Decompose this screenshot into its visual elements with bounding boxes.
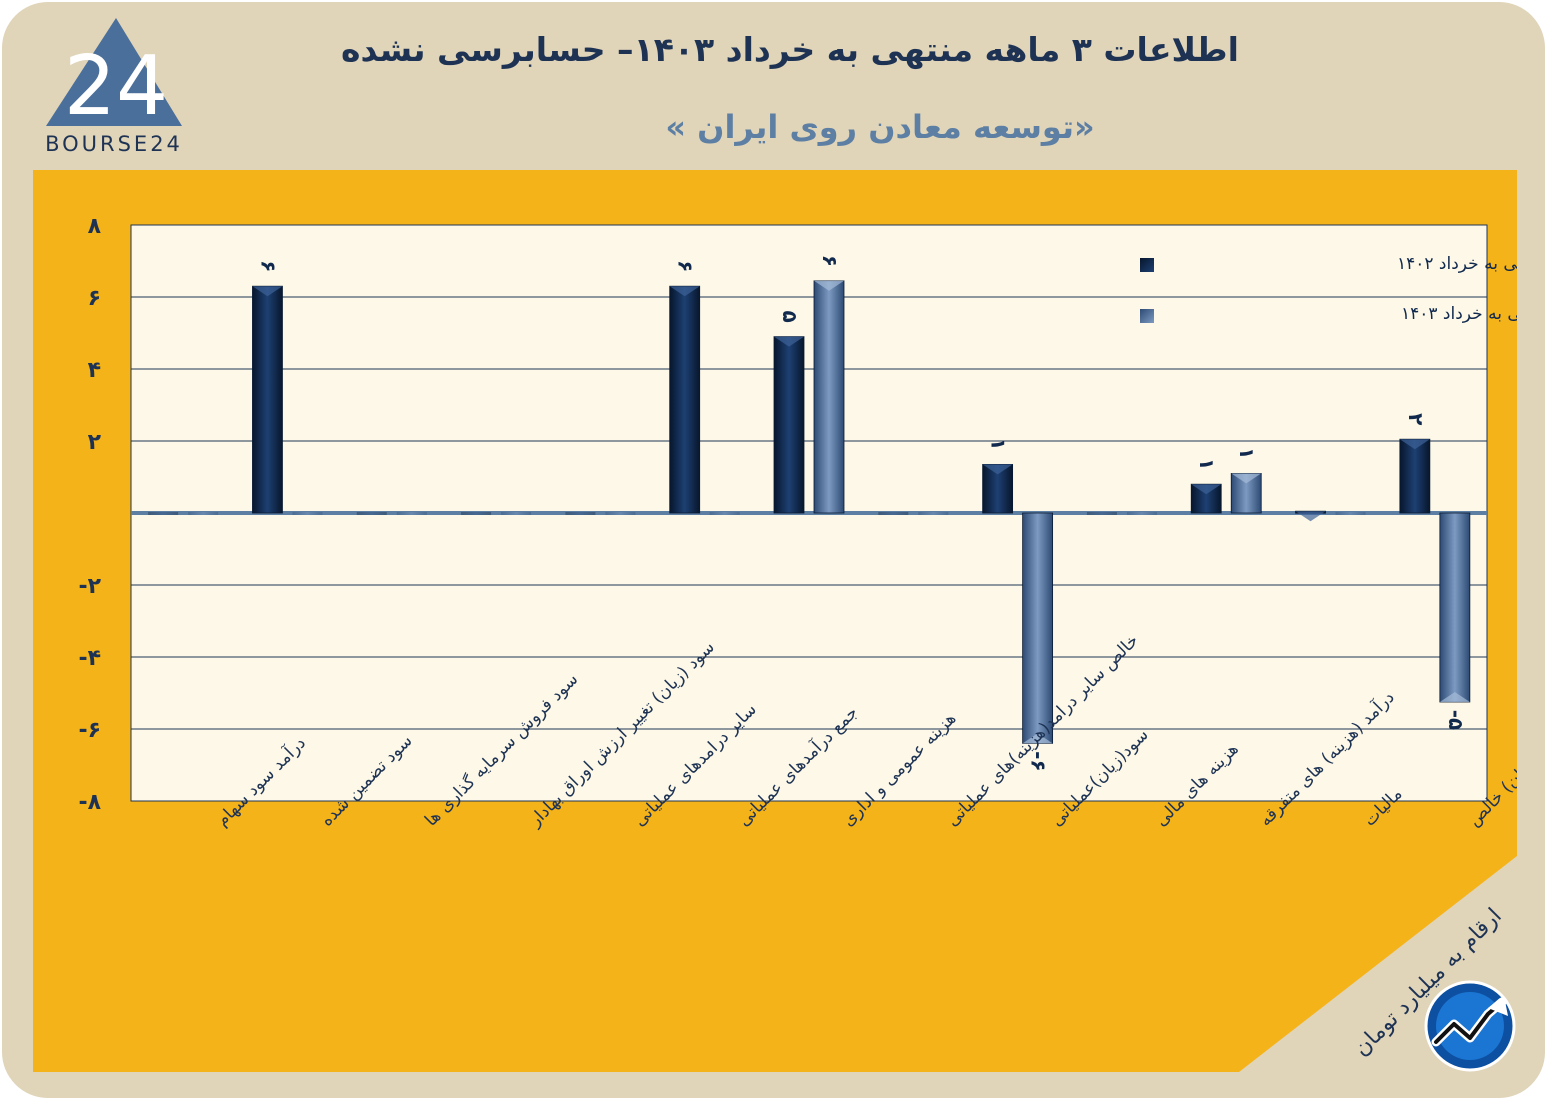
chart-panel: ۸ ۶ ۴ ۲ -۲ -۴ -۶ -۸ ۶ ۶ ۵ ۶ ۱ -۶ ۱ ۱ ۲ -۵ درآمد سود سهام… <box>33 170 1517 1072</box>
y-tick-label: -۶ <box>78 718 101 743</box>
trend-arrow-icon <box>1424 980 1516 1072</box>
bar-1402 <box>1086 512 1117 515</box>
data-label: ۶ <box>674 260 698 272</box>
data-label: ۶ <box>256 260 280 272</box>
bar-1403 <box>501 512 532 515</box>
y-tick-label: ۴ <box>88 358 101 383</box>
y-tick-label: ۸ <box>88 214 102 239</box>
bar-1402-cap <box>774 336 804 347</box>
data-label: ۵ <box>778 310 802 322</box>
bar-1402-cap <box>1295 511 1326 522</box>
bar-1403 <box>1335 512 1366 515</box>
y-tick-label: -۴ <box>78 646 101 671</box>
bar-1403 <box>709 512 740 515</box>
logo-mark: 24 <box>64 39 168 134</box>
bar-1403-cap <box>814 280 844 291</box>
page-subtitle: «توسعه معادن روی ایران » <box>665 108 1095 146</box>
bar-1402-cap <box>1191 484 1222 495</box>
bar-1402-cap <box>252 286 283 297</box>
logo-text: BOURSE24 <box>45 132 183 156</box>
data-label: ۲ <box>1404 413 1428 425</box>
bar-1402 <box>1190 483 1222 514</box>
bar-1403 <box>188 512 219 515</box>
y-tick-label: -۲ <box>78 574 101 599</box>
bourse24-logo-icon: 24 <box>46 18 182 134</box>
logo-triangle <box>46 18 182 126</box>
bar-1402 <box>252 285 283 514</box>
data-label: ۱ <box>1195 458 1219 470</box>
bar-1402 <box>1399 438 1431 514</box>
bar-1403 <box>813 280 845 514</box>
data-label: -۶ <box>1027 751 1051 772</box>
bar-1403 <box>1126 512 1157 515</box>
bar-1402 <box>461 512 492 515</box>
bar-1402 <box>669 285 701 514</box>
bar-1402 <box>565 512 596 515</box>
bar-1403 <box>918 512 949 515</box>
data-label: ۱ <box>1235 447 1259 459</box>
bar-1403-cap <box>1439 692 1470 702</box>
bar-1403-cap <box>1022 733 1053 744</box>
legend-label-1402: عملکرد منتهی به خرداد ۱۴۰۲ <box>1397 254 1517 274</box>
page-title: اطلاعات ۳ ماهه منتهی به خرداد ۱۴۰۳– حساب… <box>341 30 1239 69</box>
legend-label-1403: عملکرد منتهی به خرداد ۱۴۰۳ <box>1401 304 1517 324</box>
bar-1402 <box>878 512 909 515</box>
bar-1403 <box>292 512 323 515</box>
bar-1403-cap <box>1231 473 1262 484</box>
bar-1403 <box>396 512 427 515</box>
bar-1402-cap <box>669 286 700 297</box>
bar-1402-cap <box>1399 439 1430 450</box>
y-tick-label: ۲ <box>88 430 102 455</box>
legend-swatch-1403 <box>1140 309 1154 323</box>
data-label: ۱ <box>987 438 1011 450</box>
bar-1402 <box>148 512 179 515</box>
data-label: ۶ <box>818 255 842 267</box>
y-tick-label: ۶ <box>88 286 101 311</box>
bar-1403 <box>605 512 636 515</box>
bar-1403 <box>1022 512 1054 744</box>
y-tick-label: -۸ <box>78 790 101 815</box>
bar-1402 <box>356 512 387 515</box>
legend-swatch-1402 <box>1140 258 1154 272</box>
bar-1402-cap <box>982 464 1013 475</box>
data-label: -۵ <box>1444 710 1468 731</box>
bar-1402 <box>773 336 805 514</box>
bar-1403 <box>1439 512 1471 703</box>
